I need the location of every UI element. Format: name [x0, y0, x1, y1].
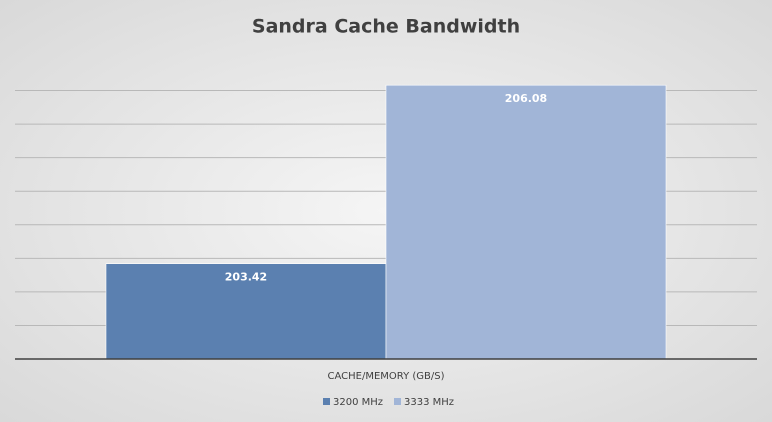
legend-swatch [323, 398, 330, 405]
chart-title: Sandra Cache Bandwidth [252, 16, 520, 38]
bar [385, 84, 667, 360]
bar [105, 263, 387, 360]
value-label: 203.42 [225, 271, 267, 284]
legend-label: 3200 MHz [333, 397, 383, 408]
x-axis-label: CACHE/MEMORY (GB/S) [327, 371, 444, 382]
value-label: 206.08 [505, 92, 547, 105]
legend-label: 3333 MHz [404, 397, 454, 408]
legend-swatch [394, 398, 401, 405]
